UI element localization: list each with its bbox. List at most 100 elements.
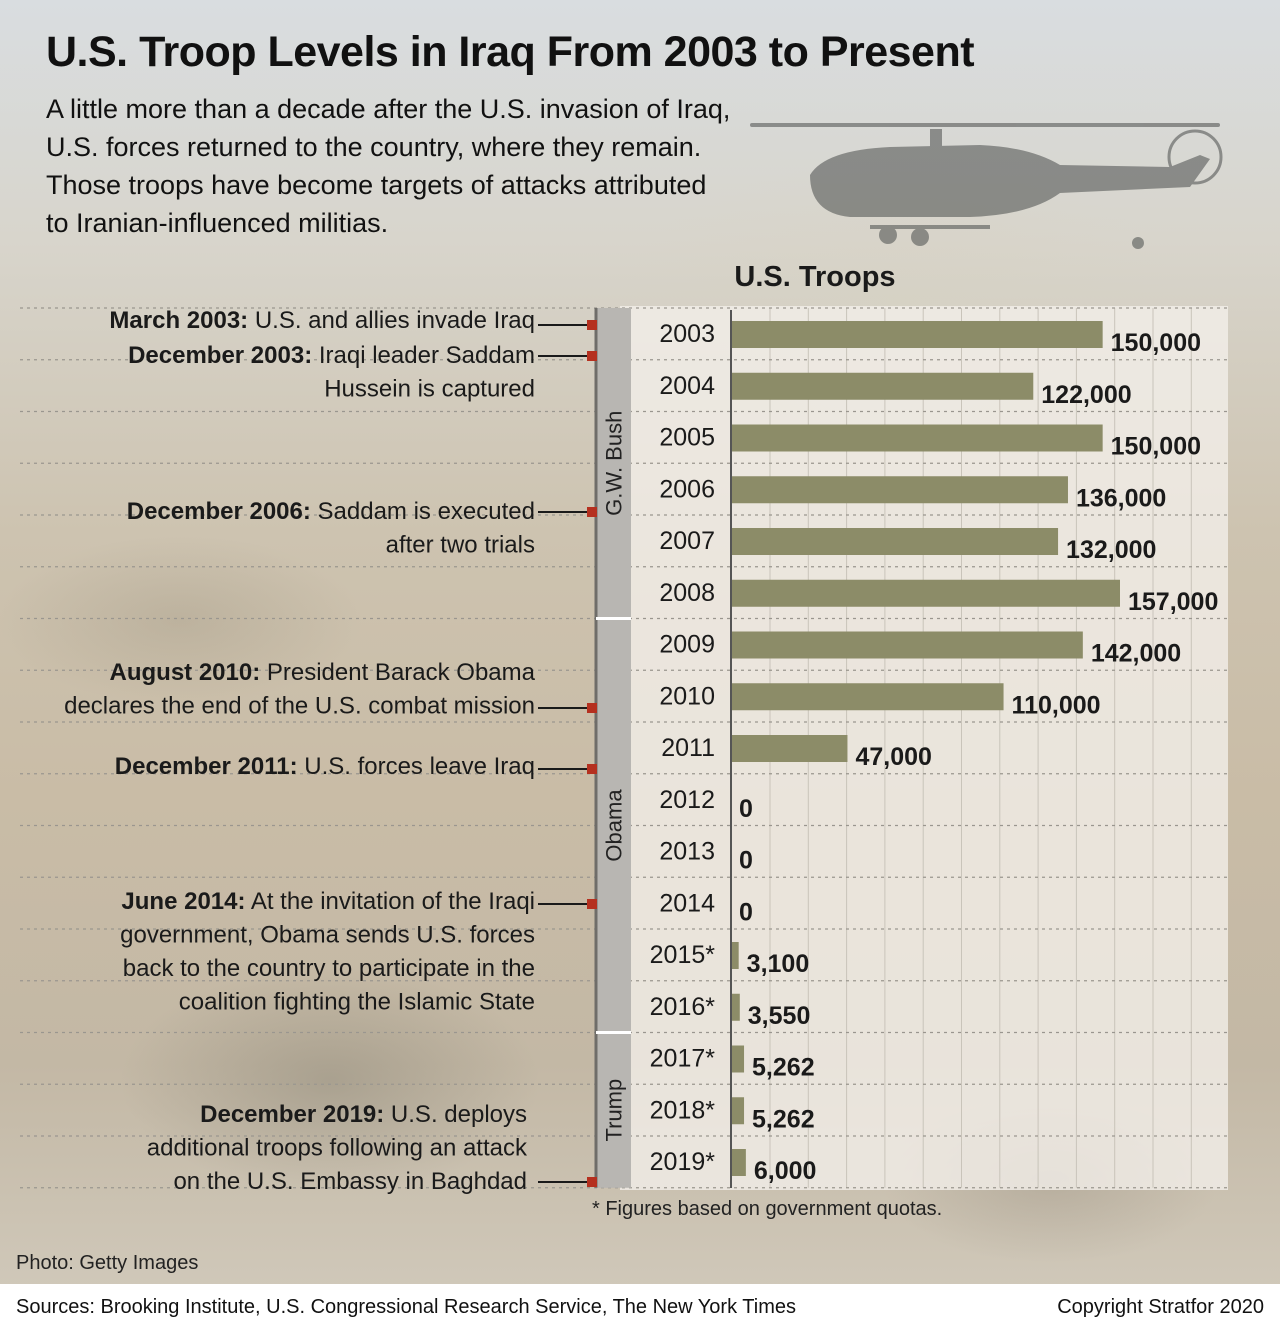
bar-2009	[731, 631, 1083, 659]
bar-2005	[731, 424, 1103, 452]
event-annotation-line: Hussein is captured	[324, 376, 535, 403]
bar-2006	[731, 476, 1068, 504]
presidency-label: G.W. Bush	[602, 411, 627, 516]
photo-credit: Photo: Getty Images	[16, 1252, 199, 1274]
page-subtitle: A little more than a decade after the U.…	[46, 94, 731, 238]
presidency-bands: G.W. Bush Obama Trump	[594, 308, 631, 1188]
bar-2008	[731, 579, 1120, 607]
event-annotation-line: March 2003: U.S. and allies invade Iraq	[109, 307, 535, 334]
year-label: 2016*	[650, 993, 716, 1021]
year-label: 2011	[661, 734, 715, 762]
year-label: 2019*	[650, 1148, 716, 1176]
value-label: 132,000	[1066, 536, 1156, 564]
event-text: Saddam is executed	[311, 498, 535, 525]
event-annotation-line: December 2019: U.S. deploys	[200, 1101, 527, 1128]
year-label: 2004	[659, 372, 715, 400]
chart-footnote: * Figures based on government quotas.	[592, 1198, 943, 1220]
value-label: 0	[739, 898, 753, 926]
presidency-label: Obama	[602, 789, 627, 862]
year-label: 2018*	[650, 1096, 716, 1124]
event-text: U.S. deploys	[384, 1101, 527, 1128]
value-label: 5,262	[752, 1054, 815, 1082]
year-label: 2006	[659, 475, 715, 503]
value-label: 5,262	[752, 1105, 815, 1133]
event-marker	[587, 507, 597, 517]
value-label: 47,000	[855, 743, 931, 771]
value-label: 150,000	[1111, 329, 1201, 357]
year-label: 2010	[659, 682, 715, 710]
bars	[731, 321, 1120, 1176]
event-date: December 2003:	[128, 342, 312, 369]
year-label: 2013	[659, 838, 715, 866]
value-label: 150,000	[1111, 433, 1201, 461]
value-label: 0	[739, 847, 753, 875]
bar-2004	[731, 372, 1034, 400]
event-date: December 2011:	[115, 753, 298, 780]
footer-bar	[0, 1284, 1280, 1330]
bar-2019	[731, 1149, 746, 1176]
event-marker	[587, 899, 597, 909]
event-annotation-line: back to the country to participate in th…	[123, 955, 535, 982]
value-label: 142,000	[1091, 640, 1181, 668]
event-date: December 2019:	[200, 1101, 384, 1128]
value-labels: 150,000 122,000 150,000 136,000 132,000 157,0…	[739, 329, 1218, 1185]
year-label: 2003	[659, 320, 715, 348]
sources-text: Sources: Brooking Institute, U.S. Congre…	[16, 1296, 796, 1318]
event-annotations: March 2003: U.S. and allies invade Iraq D…	[64, 307, 597, 1195]
event-annotation-line: additional troops following an attack	[147, 1135, 528, 1162]
year-labels: 2003 2004 2005 2006 2007 2008 2009 2010 2011 2012…	[650, 320, 716, 1176]
year-label: 2007	[659, 527, 715, 555]
event-annotation-line: on the U.S. Embassy in Baghdad	[173, 1168, 527, 1195]
event-text: U.S. and allies invade Iraq	[248, 307, 535, 334]
event-annotation-line: government, Obama sends U.S. forces	[120, 922, 535, 949]
event-text: At the invitation of the Iraqi	[245, 888, 535, 915]
page-title: U.S. Troop Levels in Iraq From 2003 to P…	[46, 28, 975, 76]
helicopter-image	[750, 123, 1223, 249]
event-annotation-line: declares the end of the U.S. combat miss…	[64, 693, 535, 720]
value-label: 110,000	[1012, 691, 1101, 719]
event-text: Iraqi leader Saddam	[312, 342, 535, 369]
bar-2010	[731, 683, 1004, 711]
event-date: March 2003:	[109, 307, 248, 334]
value-label: 6,000	[754, 1157, 817, 1185]
bar-2018	[731, 1097, 745, 1125]
bar-2007	[731, 528, 1059, 555]
event-annotation-line: after two trials	[386, 532, 535, 559]
event-marker	[587, 1177, 597, 1187]
event-marker	[587, 351, 597, 361]
event-date: December 2006:	[127, 498, 311, 525]
value-label: 157,000	[1128, 588, 1218, 616]
presidency-label: Trump	[602, 1079, 627, 1142]
event-annotation-line: coalition fighting the Islamic State	[179, 989, 535, 1016]
year-label: 2017*	[650, 1045, 716, 1073]
value-label: 3,550	[748, 1002, 811, 1030]
value-label: 3,100	[747, 950, 810, 978]
event-marker	[587, 320, 597, 330]
bar-2017	[731, 1045, 745, 1073]
year-label: 2005	[659, 424, 715, 452]
year-label: 2014	[659, 889, 715, 917]
event-marker	[587, 764, 597, 774]
copyright-text: Copyright Stratfor 2020	[1057, 1296, 1264, 1318]
event-annotation-line: December 2006: Saddam is executed	[127, 498, 535, 525]
event-annotation-line: December 2003: Iraqi leader Saddam	[128, 342, 535, 369]
event-annotation-line: December 2011: U.S. forces leave Iraq	[115, 753, 535, 780]
chart-panel	[620, 306, 1228, 1190]
bar-2016	[731, 993, 740, 1021]
troop-levels-chart: 2003 2004 2005 2006 2007 2008 2009 2010 2011 2012…	[20, 261, 1228, 1195]
event-text: President Barack Obama	[260, 659, 535, 686]
event-text: U.S. forces leave Iraq	[298, 753, 535, 780]
year-label: 2012	[659, 786, 715, 814]
event-marker	[587, 703, 597, 713]
bar-2011	[731, 735, 848, 762]
event-date: August 2010:	[110, 659, 261, 686]
event-date: June 2014:	[121, 888, 245, 915]
event-annotation-line: August 2010: President Barack Obama	[110, 659, 536, 686]
year-label: 2009	[659, 631, 715, 659]
bar-2015	[731, 942, 739, 969]
bar-2003	[731, 321, 1103, 348]
value-label: 122,000	[1041, 381, 1131, 409]
year-label: 2008	[659, 579, 715, 607]
chart-title: U.S. Troops	[734, 261, 895, 293]
value-label: 0	[739, 795, 753, 823]
